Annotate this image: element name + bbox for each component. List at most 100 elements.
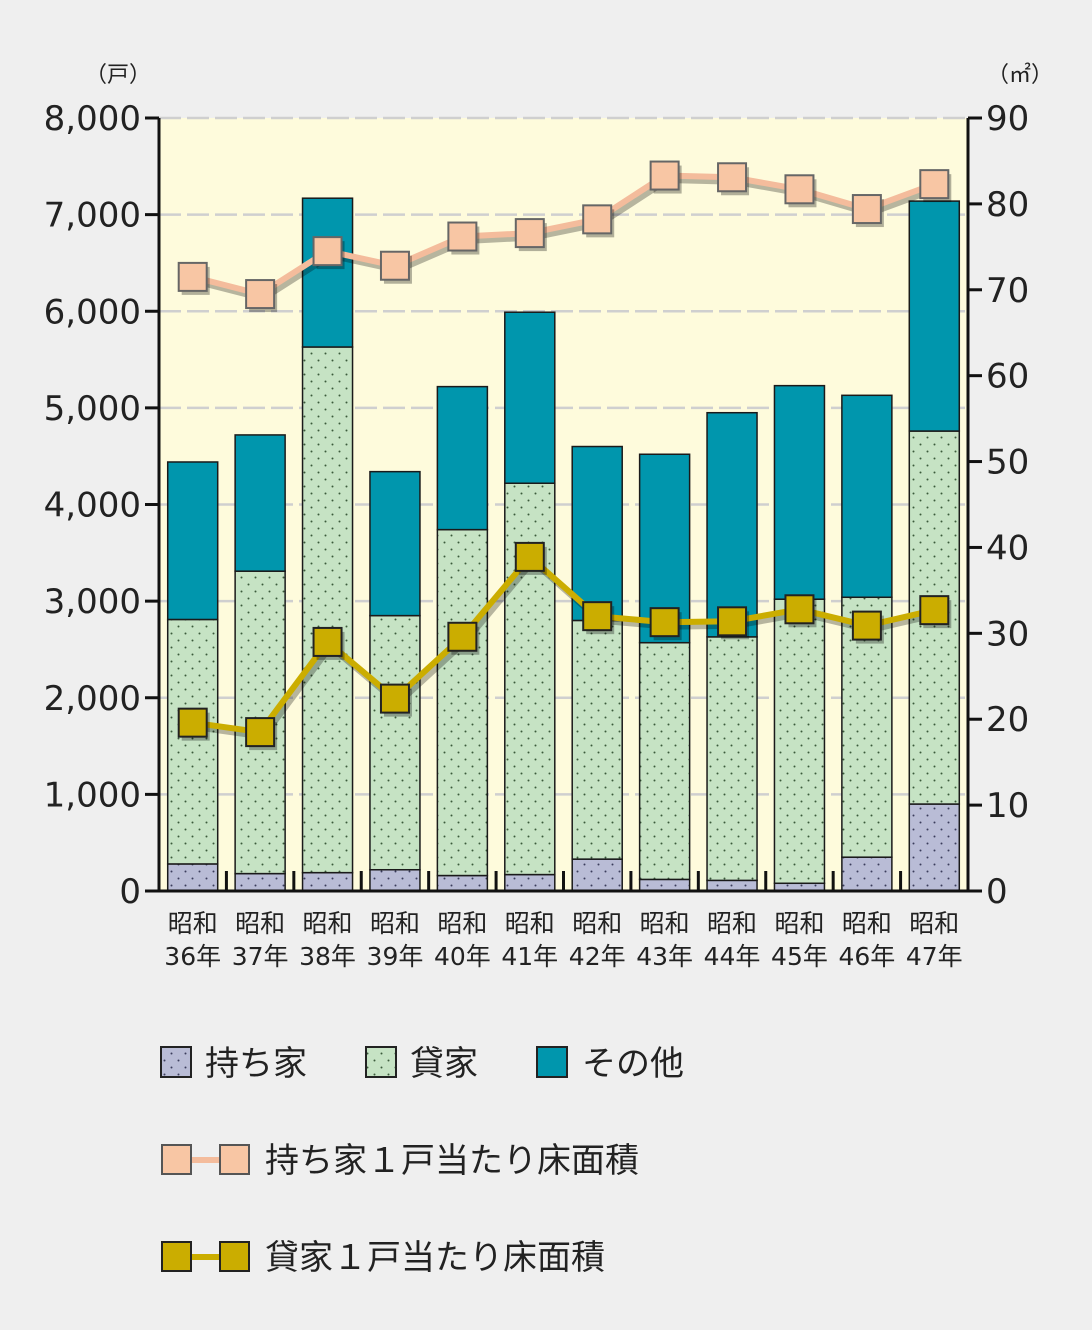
right-tick-label-0: 0 — [986, 872, 1008, 912]
legend-swatch-owned — [160, 1046, 192, 1078]
legend-item-owned-floor-area: 持ち家１戸当たり床面積 — [161, 1141, 639, 1181]
legend-item-rental: 貸家 — [365, 1044, 478, 1084]
marker-2-2 — [245, 717, 276, 748]
bar-2-10 — [773, 598, 826, 885]
right-tick-label-5: 50 — [986, 443, 1029, 483]
right-axis-unit: （㎡） — [987, 62, 1053, 88]
right-tick-label-7: 70 — [986, 271, 1029, 311]
bar-1-5 — [436, 874, 489, 892]
bar-2-7 — [571, 619, 623, 860]
left-tick-label-1: 1,000 — [44, 775, 141, 815]
left-tick-label-3: 3,000 — [44, 582, 141, 622]
legend-item-owned: 持ち家 — [160, 1044, 307, 1084]
marker-2-3 — [312, 626, 343, 657]
category-label-2-line2: 37年 — [232, 942, 289, 971]
legend-label-owned: 持ち家 — [205, 1044, 307, 1084]
marker-1-6 — [514, 218, 545, 249]
marker-2-11 — [851, 610, 882, 641]
bar-2-1 — [166, 618, 219, 865]
category-label-1-line2: 36年 — [164, 942, 221, 971]
marker-1-12 — [919, 169, 950, 200]
bars — [166, 197, 961, 892]
bar-1-6 — [504, 873, 556, 892]
bar-3-2 — [234, 434, 286, 572]
right-tick-label-9: 90 — [986, 99, 1029, 139]
category-label-10-line2: 45年 — [771, 942, 828, 971]
legend-marker-rental-floor-area-1 — [161, 1241, 192, 1272]
category-label-6-line1: 昭和 — [505, 909, 555, 938]
marker-1-3 — [312, 236, 343, 267]
left-tick-label-6: 6,000 — [44, 292, 141, 332]
legend-swatch-other — [536, 1046, 568, 1078]
marker-1-5 — [447, 221, 478, 252]
category-label-8-line1: 昭和 — [640, 909, 690, 938]
left-axis-unit: （戸） — [85, 63, 151, 88]
bar-3-9 — [706, 411, 758, 638]
category-label-6-line2: 41年 — [501, 942, 558, 971]
axes: 0 1,000 2,000 3,000 4,000 5,000 6,000 7,000 8,00… — [44, 99, 1030, 971]
left-tick-label-5: 5,000 — [44, 389, 141, 429]
legend: 持ち家 貸家 その他 持ち家１戸当たり床面積 貸家１戸当たり床面積 — [160, 1044, 684, 1278]
marker-2-10 — [784, 594, 815, 625]
right-tick-label-3: 30 — [986, 614, 1029, 654]
bar-1-1 — [166, 863, 219, 892]
right-tick-label-6: 60 — [986, 357, 1029, 397]
left-tick-label-8: 8,000 — [44, 99, 141, 139]
legend-marker-rental-floor-area-2 — [219, 1241, 250, 1272]
category-label-4-line2: 39年 — [367, 942, 424, 971]
bar-1-8 — [638, 878, 691, 892]
legend-label-other: その他 — [582, 1044, 684, 1084]
bar-1-3 — [301, 871, 354, 892]
category-label-10-line1: 昭和 — [774, 909, 824, 938]
bar-2-3 — [301, 346, 354, 874]
category-label-9-line1: 昭和 — [707, 909, 757, 938]
marker-1-2 — [245, 279, 276, 310]
marker-1-1 — [177, 261, 208, 292]
category-label-4-line1: 昭和 — [370, 909, 420, 938]
right-tick-label-1: 10 — [986, 786, 1029, 826]
left-tick-label-2: 2,000 — [44, 679, 141, 719]
bar-2-8 — [638, 641, 691, 881]
category-label-2-line1: 昭和 — [235, 909, 285, 938]
marker-2-5 — [447, 621, 478, 652]
category-label-3-line1: 昭和 — [303, 909, 353, 938]
marker-1-7 — [582, 204, 613, 235]
left-tick-label-4: 4,000 — [44, 486, 141, 526]
category-label-12-line1: 昭和 — [909, 909, 959, 938]
bar-3-3 — [301, 197, 354, 348]
marker-1-9 — [717, 162, 748, 193]
bar-2-4 — [369, 614, 421, 871]
category-label-12-line2: 47年 — [906, 942, 963, 971]
bar-1-12 — [908, 803, 961, 892]
legend-marker-owned-floor-area-2 — [219, 1144, 250, 1175]
category-label-5-line2: 40年 — [434, 942, 491, 971]
legend-label-rental-floor-area: 貸家１戸当たり床面積 — [265, 1238, 605, 1278]
bar-1-2 — [234, 872, 286, 892]
bar-3-1 — [166, 461, 219, 621]
left-tick-label-7: 7,000 — [44, 196, 141, 236]
category-label-8-line2: 43年 — [636, 942, 693, 971]
marker-2-9 — [717, 606, 748, 637]
marker-1-4 — [379, 250, 410, 281]
category-label-1-line1: 昭和 — [168, 909, 218, 938]
bar-3-6 — [504, 311, 556, 484]
lines — [177, 160, 952, 751]
legend-item-other: その他 — [536, 1044, 684, 1084]
bar-1-4 — [369, 868, 421, 892]
category-label-5-line1: 昭和 — [437, 909, 487, 938]
marker-2-1 — [177, 707, 208, 738]
bar-1-11 — [841, 856, 893, 892]
marker-2-4 — [379, 683, 410, 714]
grid — [159, 116, 968, 796]
category-label-11-line2: 46年 — [838, 942, 895, 971]
marker-1-11 — [851, 194, 882, 225]
right-tick-label-8: 80 — [986, 185, 1029, 225]
bar-3-10 — [773, 384, 826, 600]
bar-3-5 — [436, 385, 489, 531]
bar-3-7 — [571, 445, 623, 622]
marker-2-8 — [649, 607, 680, 638]
legend-marker-owned-floor-area-1 — [161, 1144, 192, 1175]
category-label-3-line2: 38年 — [299, 942, 356, 971]
right-tick-label-2: 20 — [986, 700, 1029, 740]
